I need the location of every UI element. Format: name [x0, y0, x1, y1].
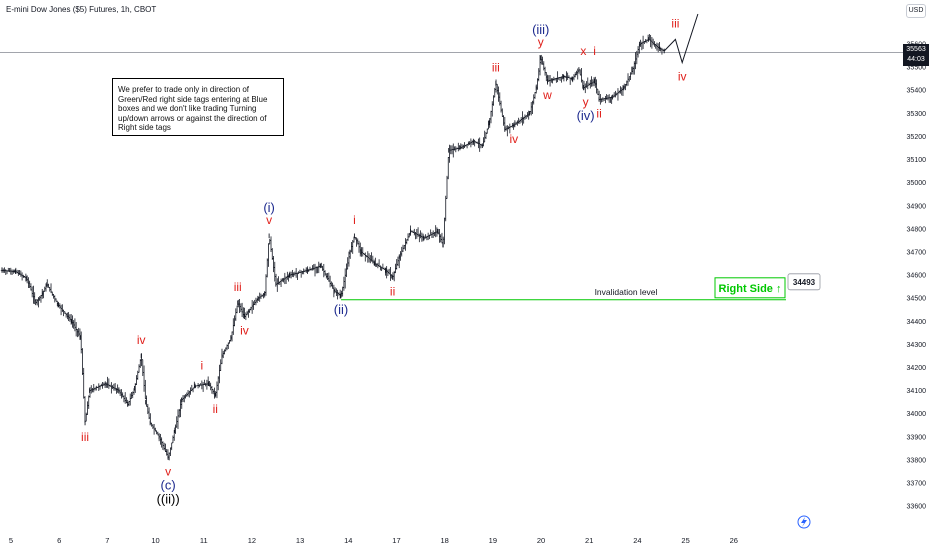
wave-label: (iii) [532, 22, 549, 37]
x-tick-label: 6 [57, 536, 61, 545]
wave-label: iv [509, 132, 518, 146]
wave-label: ii [596, 106, 601, 120]
wave-label: iii [81, 430, 89, 444]
y-tick-label: 34200 [907, 365, 927, 372]
wave-label: (ii) [334, 302, 348, 317]
wave-label: i [593, 44, 596, 58]
x-tick-label: 5 [9, 536, 13, 545]
x-tick-label: 24 [633, 536, 641, 545]
x-tick-label: 11 [200, 536, 208, 545]
time-axis: 5 6 7 10 11 12 13 14 17 18 19 20 21 24 25 26 [9, 536, 738, 545]
y-tick-label: 35200 [907, 134, 927, 141]
price-bars [0, 34, 665, 461]
x-tick-label: 7 [105, 536, 109, 545]
wave-label: ((ii)) [157, 492, 180, 507]
currency-badge[interactable]: USD [906, 4, 926, 18]
wave-label: y [583, 95, 589, 109]
x-tick-label: 12 [248, 536, 256, 545]
x-tick-label: 17 [392, 536, 400, 545]
x-tick-label: 18 [440, 536, 448, 545]
x-tick-label: 19 [489, 536, 497, 545]
x-tick-label: 21 [585, 536, 593, 545]
last-price: 35563 [906, 46, 926, 53]
wave-label: iv [137, 333, 146, 347]
wave-label: ii [390, 284, 395, 298]
y-tick-label: 34500 [907, 296, 927, 303]
lightning-icon[interactable] [797, 515, 811, 529]
y-tick-label: 34300 [907, 342, 927, 349]
x-tick-label: 20 [537, 536, 545, 545]
wave-label: x [580, 44, 586, 58]
wave-label: w [542, 88, 552, 102]
y-tick-label: 34100 [907, 388, 927, 395]
right-side-tag: Right Side ↑ [719, 283, 782, 295]
wave-label: iv [678, 70, 687, 84]
bar-countdown: 44:03 [907, 56, 925, 63]
invalidation-value: 34493 [793, 278, 816, 287]
wave-label: ii [213, 402, 218, 416]
invalidation-level: Invalidation level Right Side ↑ 34493 [340, 273, 821, 301]
strategy-note: We prefer to trade only in direction of … [112, 78, 284, 136]
x-tick-label: 14 [344, 536, 352, 545]
wave-label: v [266, 213, 272, 227]
y-tick-label: 34700 [907, 249, 927, 256]
projection-path [663, 13, 699, 65]
y-tick-label: 35300 [907, 111, 927, 118]
chart-title: E-mini Dow Jones ($5) Futures, 1h, CBOT [6, 5, 157, 14]
wave-label: iii [234, 280, 242, 294]
projection-line [663, 13, 699, 65]
y-tick-label: 33700 [907, 481, 927, 488]
x-tick-label: 10 [151, 536, 159, 545]
wave-label: iii [671, 16, 679, 30]
x-tick-label: 26 [730, 536, 738, 545]
y-tick-label: 33600 [907, 504, 927, 511]
y-tick-label: 35100 [907, 157, 927, 164]
x-tick-label: 25 [681, 536, 689, 545]
y-tick-label: 34800 [907, 226, 927, 233]
wave-label: i [200, 358, 203, 372]
wave-label: (i) [263, 200, 275, 215]
invalidation-label: Invalidation level [595, 287, 658, 297]
wave-label: iii [492, 60, 500, 74]
wave-label: iv [240, 324, 249, 338]
wave-label: (c) [161, 478, 176, 493]
wave-label: (iv) [577, 108, 595, 123]
wave-label: v [165, 465, 171, 479]
wave-label: i [353, 213, 356, 227]
y-tick-label: 33800 [907, 457, 927, 464]
invalidation-value-box [787, 273, 821, 291]
y-tick-label: 34400 [907, 319, 927, 326]
right-side-box [714, 277, 786, 299]
y-tick-label: 35000 [907, 180, 927, 187]
last-price-tag: 35563 44:03 [903, 44, 929, 66]
y-tick-label: 34000 [907, 411, 927, 418]
y-tick-label: 34600 [907, 273, 927, 280]
wave-labels: iiiivv(c)((ii))iiiiiiivv(i)(ii)iiiiiiivy… [81, 16, 686, 506]
wave-label: y [538, 35, 544, 49]
x-tick-label: 13 [296, 536, 304, 545]
y-tick-label: 35400 [907, 88, 927, 95]
y-tick-label: 35500 [907, 65, 927, 72]
price-axis: 33600 33700 33800 33900 34000 34100 34200 34300… [907, 42, 927, 511]
y-tick-label: 34900 [907, 203, 927, 210]
y-tick-label: 33900 [907, 434, 927, 441]
